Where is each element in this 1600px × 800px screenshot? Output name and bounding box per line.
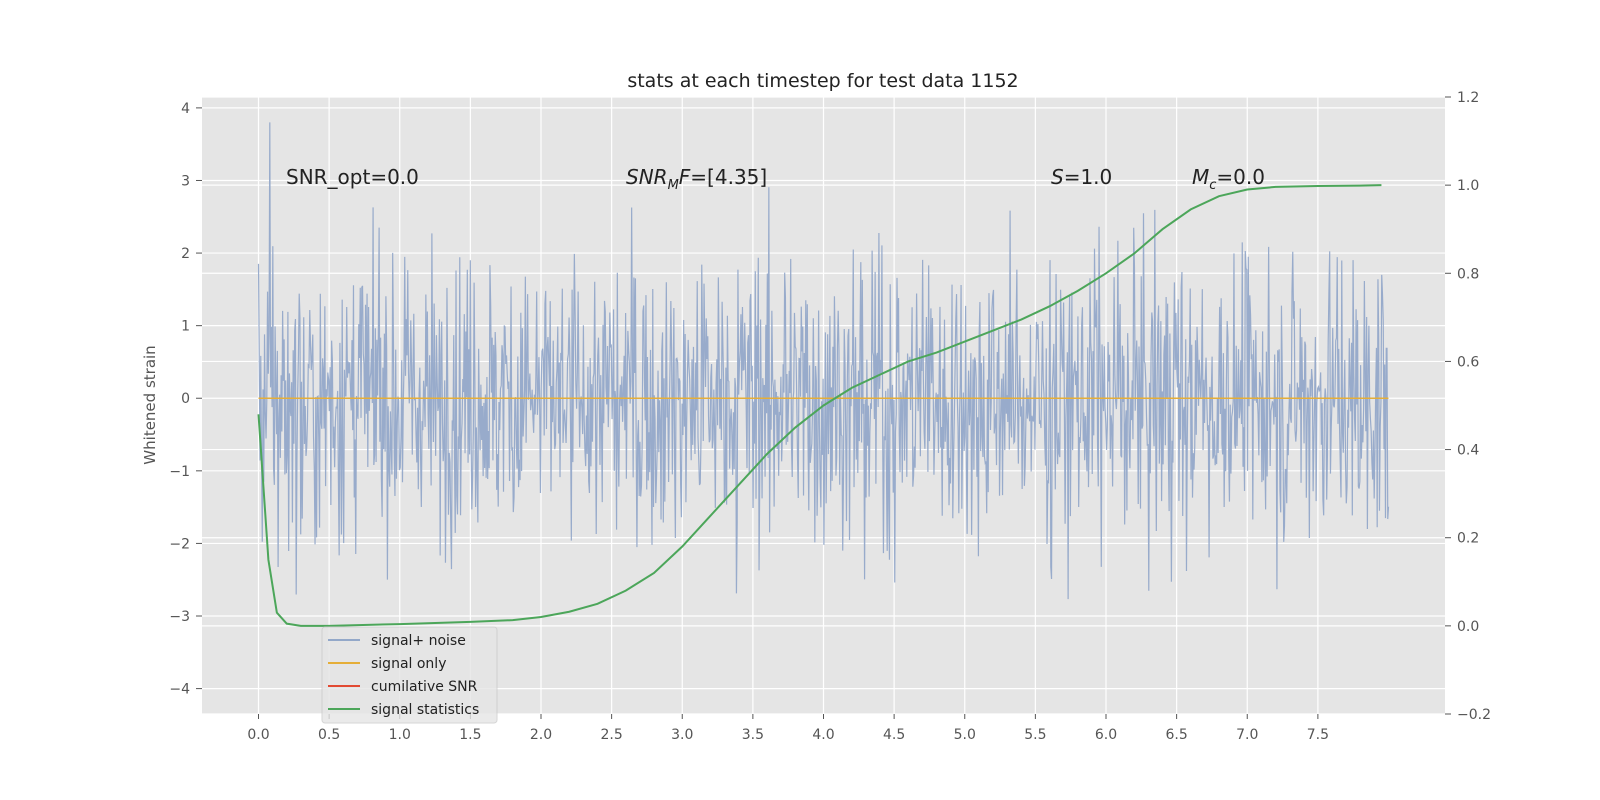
y2-tick-label: 0.2 <box>1457 531 1479 547</box>
x-tick-label: 2.5 <box>600 727 622 743</box>
x-tick-label: 2.0 <box>530 727 552 743</box>
annotation-snr-mf-value: =[4.35] <box>690 165 767 189</box>
y2-tick-label: 1.2 <box>1457 90 1479 106</box>
legend-box <box>321 626 498 724</box>
x-tick-label: 5.5 <box>1024 727 1046 743</box>
x-tick-label: 7.0 <box>1236 727 1258 743</box>
y2-tick-label: 0.4 <box>1457 443 1479 459</box>
y2-tick-label: −0.2 <box>1457 707 1491 723</box>
series-line-signal-statistics <box>257 184 1382 627</box>
x-tick-label: 3.5 <box>742 727 764 743</box>
annotation-snr-opt: SNR_opt=0.0 <box>286 165 419 189</box>
axis-ticks: 0.0 0.5 1.0 1.5 2.0 2.5 3.0 3.5 4.0 4.5 5.0 5.5 6.0 6… <box>169 90 1491 743</box>
x-tick-label: 4.5 <box>883 727 905 743</box>
y2-tick-label: 0.6 <box>1457 354 1479 370</box>
x-tick-label: 1.0 <box>389 727 411 743</box>
y-tick-label: −2 <box>169 536 190 552</box>
chart-title: stats at each timestep for test data 115… <box>627 70 1018 92</box>
y-tick-label: 0 <box>181 391 190 407</box>
y-tick-label: 3 <box>181 173 190 189</box>
y-axis-label: Whitened strain <box>141 345 159 464</box>
legend-label-signal-noise: signal+ noise <box>371 633 466 649</box>
annotation-mc: Mc=0.0 <box>1192 165 1265 193</box>
y-tick-label: 1 <box>181 319 190 335</box>
legend-label-signal-only: signal only <box>371 656 446 672</box>
y-tick-label: −3 <box>169 609 190 625</box>
annotation-snr-mf: SNRMF=[4.35] <box>626 165 767 193</box>
series-line-signal-noise <box>257 122 1390 600</box>
annotation-mc-value: =0.0 <box>1216 165 1265 189</box>
x-tick-label: 7.5 <box>1307 727 1329 743</box>
legend-label-cumulative-snr: cumilative SNR <box>371 679 478 695</box>
y2-tick-label: 0.0 <box>1457 619 1479 635</box>
x-tick-label: 3.0 <box>671 727 693 743</box>
y-tick-label: −1 <box>169 464 190 480</box>
x-tick-label: 4.0 <box>812 727 834 743</box>
x-tick-label: 1.5 <box>459 727 481 743</box>
y2-tick-label: 1.0 <box>1457 178 1479 194</box>
annotation-s-value: =1.0 <box>1064 165 1113 189</box>
legend: signal+ noise signal only cumilative SNR… <box>321 626 498 724</box>
x-tick-label: 6.0 <box>1095 727 1117 743</box>
x-tick-label: 5.0 <box>954 727 976 743</box>
x-tick-label: 0.0 <box>247 727 269 743</box>
x-tick-label: 6.5 <box>1165 727 1187 743</box>
y-tick-label: 4 <box>181 101 190 117</box>
x-tick-label: 0.5 <box>318 727 340 743</box>
legend-label-signal-statistics: signal statistics <box>371 702 479 718</box>
y2-tick-label: 0.8 <box>1457 266 1479 282</box>
annotation-s: S=1.0 <box>1051 165 1112 189</box>
y-tick-label: 2 <box>181 246 190 262</box>
y-tick-label: −4 <box>169 682 190 698</box>
